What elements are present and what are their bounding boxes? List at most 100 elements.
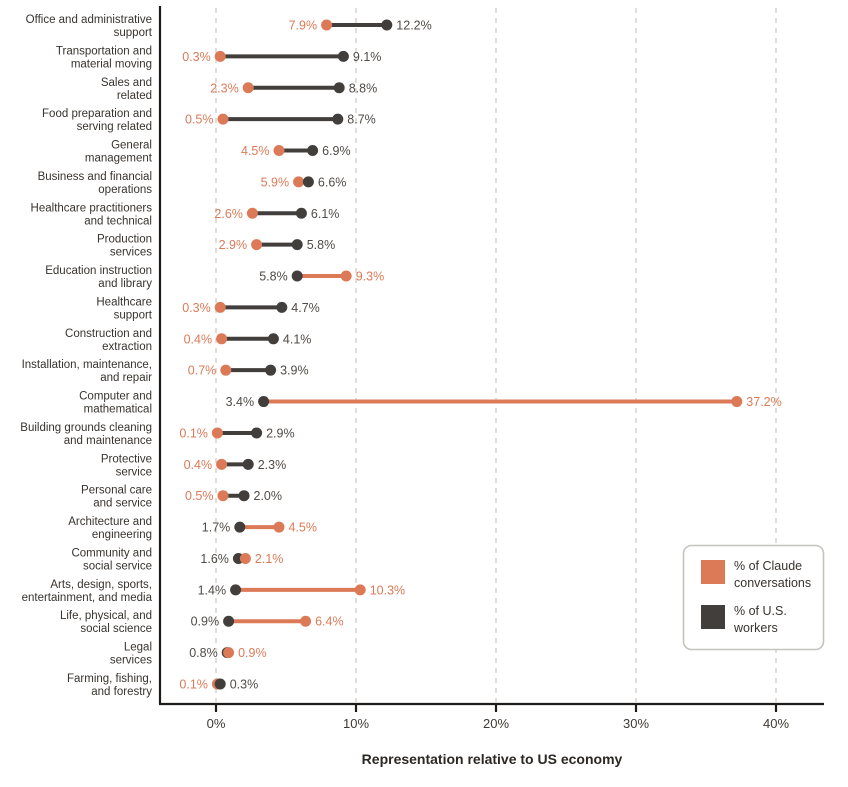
value-label-low: 5.8% [259, 270, 288, 284]
dumbbell-row: Production services 2.9% 5.8% [97, 234, 335, 259]
value-label-high: 9.1% [353, 50, 382, 64]
workers-dot [291, 270, 303, 282]
workers-dot [307, 145, 319, 157]
legend-swatch-claude [701, 560, 725, 584]
value-label-high: 2.3% [258, 458, 287, 472]
value-label-high: 2.1% [255, 552, 284, 566]
dumbbell-row: Computer and mathematical 3.4% 37.2% [79, 391, 782, 416]
value-label-high: 3.9% [280, 364, 309, 378]
value-label-low: 1.4% [198, 583, 227, 597]
claude-dot [242, 82, 254, 94]
category-label: Personal care and service [81, 485, 152, 510]
category-label: Healthcare support [96, 296, 152, 321]
dumbbell-row: Healthcare support 0.3% 4.7% [96, 296, 319, 321]
value-label-high: 4.5% [289, 521, 318, 535]
claude-dot [340, 270, 352, 282]
x-tick-label-30: 30% [623, 716, 649, 731]
x-tick-label-20: 20% [483, 716, 509, 731]
workers-dot [265, 364, 277, 376]
value-label-low: 2.9% [219, 238, 248, 252]
claude-dot [211, 427, 223, 439]
category-label: Life, physical, and social science [60, 610, 152, 635]
category-label: Protective service [101, 453, 152, 478]
claude-dot [217, 490, 229, 502]
workers-dot [337, 50, 349, 62]
value-label-high: 8.7% [347, 113, 376, 127]
value-label-high: 2.9% [266, 426, 295, 440]
legend-box: % of Claude conversations % of U.S. workers [682, 544, 825, 651]
value-label-low: 1.7% [202, 521, 231, 535]
value-label-high: 4.7% [291, 301, 320, 315]
value-label-high: 0.3% [230, 677, 259, 691]
category-label: Legal services [110, 642, 152, 667]
category-label: Building grounds cleaning and maintenance [20, 422, 152, 447]
claude-dot [239, 552, 251, 564]
workers-dot [276, 301, 288, 313]
value-label-low: 0.9% [191, 615, 220, 629]
dumbbell-row: Food preparation and serving related 0.5% 8… [42, 108, 376, 133]
value-label-low: 0.4% [184, 332, 213, 346]
value-label-high: 4.1% [283, 332, 312, 346]
value-label-low: 0.5% [185, 113, 214, 127]
value-label-high: 5.8% [307, 238, 336, 252]
value-label-low: 0.4% [184, 458, 213, 472]
claude-dot [220, 364, 232, 376]
dumbbell-row: Farming, fishing, and forestry 0.1% 0.3% [67, 673, 258, 698]
value-label-low: 3.4% [226, 395, 255, 409]
x-tick-label-10: 10% [343, 716, 369, 731]
x-tick-label-40: 40% [763, 716, 789, 731]
legend-swatch-workers [701, 605, 725, 629]
category-label: Healthcare practitioners and technical [31, 202, 153, 227]
workers-dot [258, 396, 270, 408]
category-label: Food preparation and serving related [42, 108, 152, 133]
category-label: Farming, fishing, and forestry [67, 673, 152, 698]
value-label-high: 10.3% [370, 583, 405, 597]
category-label: Arts, design, sports, entertainment, and … [22, 579, 153, 604]
value-label-low: 0.5% [185, 489, 214, 503]
value-label-low: 0.8% [189, 646, 218, 660]
dumbbell-row: Personal care and service 0.5% 2.0% [81, 485, 282, 510]
dumbbell-row: Office and administrative support 7.9% 12.2… [26, 14, 432, 39]
dumbbell-row: Transportation and material moving 0.3% 9.1… [56, 45, 382, 70]
category-label: Business and financial operations [38, 171, 153, 196]
value-label-high: 0.9% [238, 646, 267, 660]
value-label-low: 1.6% [200, 552, 229, 566]
claude-dot [214, 301, 226, 313]
value-label-low: 4.5% [241, 144, 270, 158]
dumbbell-row: Installation, maintenance, and repair 0.7%… [22, 359, 309, 384]
value-label-low: 7.9% [289, 19, 318, 33]
dumbbell-row: Education instruction and library 5.8% 9.3% [45, 265, 384, 290]
value-label-high: 6.4% [315, 615, 344, 629]
workers-dot [230, 584, 242, 596]
claude-dot [246, 207, 258, 219]
claude-dot [217, 113, 229, 125]
x-axis-ticks-group: 0% 10% 20% 30% 40% [207, 704, 789, 731]
dumbbell-row: Business and financial operations 5.9% 6.6% [38, 171, 347, 196]
category-label: Construction and extraction [65, 328, 152, 353]
workers-dot [267, 333, 279, 345]
legend-label: % of Claude conversations [734, 559, 811, 590]
category-label: Office and administrative support [26, 14, 153, 39]
category-label: Installation, maintenance, and repair [22, 359, 153, 384]
category-label: Production services [97, 234, 152, 259]
value-label-low: 0.7% [188, 364, 217, 378]
dumbbell-row: Sales and related 2.3% 8.8% [101, 77, 377, 102]
claude-dot [731, 396, 743, 408]
category-label: General management [85, 140, 153, 165]
category-label: Computer and mathematical [79, 391, 152, 416]
claude-dot [354, 584, 366, 596]
workers-dot [234, 521, 246, 533]
claude-dot [273, 521, 285, 533]
workers-dot [223, 615, 235, 627]
workers-dot [238, 490, 250, 502]
x-axis-title: Representation relative to US economy [362, 751, 623, 767]
value-label-high: 6.6% [318, 175, 347, 189]
claude-dot [216, 333, 228, 345]
claude-dot [300, 615, 312, 627]
value-label-low: 2.3% [210, 81, 239, 95]
value-label-high: 6.9% [322, 144, 351, 158]
dumbbell-row: Construction and extraction 0.4% 4.1% [65, 328, 311, 353]
workers-dot [214, 678, 226, 690]
category-label: Transportation and material moving [56, 45, 152, 70]
